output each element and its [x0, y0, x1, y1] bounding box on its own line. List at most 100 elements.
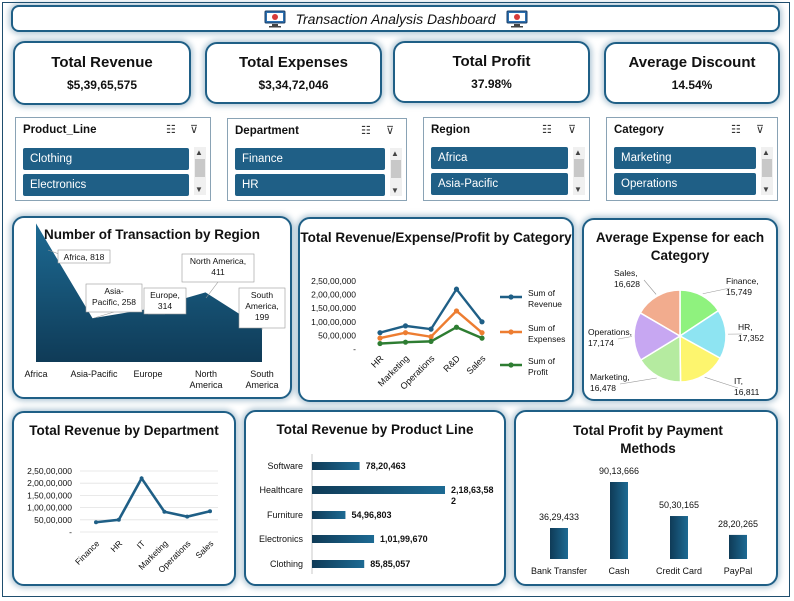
scrollbar[interactable]: ▲ ▼	[573, 147, 585, 195]
legend-marker	[508, 294, 514, 300]
bar	[312, 535, 375, 543]
chart-title: Number of Transaction by Region	[43, 227, 261, 242]
series-line	[379, 287, 483, 334]
chart-transactions-by-region: Number of Transaction by Region Africa As…	[12, 216, 292, 399]
scrollbar[interactable]: ▲ ▼	[194, 147, 206, 195]
y-tick-label: 2,00,00,000	[311, 290, 356, 300]
leader-line	[93, 311, 115, 319]
area-series	[36, 223, 262, 362]
scroll-down-icon[interactable]: ▼	[391, 186, 399, 195]
area-chart: Africa Asia-Pacific Europe North America Sout…	[24, 223, 286, 390]
data-point	[116, 517, 121, 522]
slicer-item[interactable]: Finance	[235, 148, 385, 170]
slicer-item[interactable]: Marketing	[614, 147, 756, 169]
chart-title: Total Profit by Payment Methods	[573, 423, 723, 456]
y-tick-label: Electronics	[259, 534, 304, 544]
multi-select-icon[interactable]: ☷	[166, 124, 176, 136]
x-tick-label: Europe	[133, 369, 162, 379]
leader-line	[205, 281, 219, 299]
chart-revenue-by-product-line: Total Revenue by Product Line Software 78…	[244, 410, 506, 586]
scroll-down-icon[interactable]: ▼	[762, 185, 770, 194]
data-label: Asia-Pacific, 258	[92, 286, 136, 307]
chart-title: Total Revenue/Expense/Profit by Category	[300, 230, 572, 245]
line-chart: 2,50,00,000 2,00,00,000 1,50,00,000 1,00,00…	[27, 466, 218, 575]
data-label-box	[143, 287, 187, 315]
x-tick-label: Bank Transfer	[531, 566, 587, 576]
data-label: 1,01,99,670	[380, 534, 428, 544]
slicer-product-line: Product_Line ☷ ⊽ Clothing Electronics ▲ ▼	[15, 117, 211, 201]
legend-label: Sum of Expenses	[528, 323, 565, 344]
multi-select-icon[interactable]: ☷	[731, 124, 741, 136]
data-point	[479, 319, 485, 325]
clear-filter-icon[interactable]: ⊽	[756, 124, 765, 136]
data-label: 90,13,666	[599, 466, 639, 476]
kpi-value: 14.54%	[671, 78, 713, 92]
data-point	[94, 520, 98, 525]
leader-line	[704, 376, 739, 389]
chart-title: Total Revenue by Product Line	[276, 422, 474, 437]
scroll-up-icon[interactable]: ▲	[391, 149, 399, 158]
scroll-down-icon[interactable]: ▼	[574, 185, 582, 194]
chart-profit-by-payment-method: Total Profit by Payment Methods 36,29,43…	[514, 410, 778, 586]
bar	[312, 560, 365, 568]
y-tick-label: 1,00,00,000	[311, 317, 356, 327]
kpi-label: Total Profit	[452, 53, 531, 70]
slicer-item[interactable]: Electronics	[23, 174, 189, 196]
chart-title: Total Revenue by Department	[29, 423, 219, 438]
pie-slice	[639, 334, 682, 383]
y-tick-label: 50,00,000	[318, 330, 356, 340]
clear-filter-icon[interactable]: ⊽	[386, 125, 395, 137]
leader-line	[643, 279, 657, 295]
slicer-item[interactable]: Operations	[614, 173, 756, 195]
kpi-total-revenue: Total Revenue $5,39,65,575	[13, 41, 191, 105]
slicer-item[interactable]: Asia-Pacific	[431, 173, 568, 195]
data-label: North America, 411	[190, 256, 246, 277]
data-point	[402, 330, 409, 336]
data-point	[377, 340, 383, 347]
chart-revenue-by-department: Total Revenue by Department 2,50,00,000 2…	[12, 411, 236, 586]
slicer-item[interactable]: Clothing	[23, 148, 189, 170]
leader-line	[617, 336, 633, 340]
clear-filter-icon[interactable]: ⊽	[568, 124, 577, 136]
y-tick-label: -	[353, 344, 356, 354]
slicer-item[interactable]: Africa	[431, 147, 568, 169]
y-tick-label: 2,50,00,000	[311, 276, 356, 286]
data-label: IT, 16,811	[734, 376, 760, 397]
data-label: 78,20,463	[366, 461, 406, 471]
y-tick-label: 50,00,000	[34, 515, 72, 525]
scroll-down-icon[interactable]: ▼	[195, 185, 203, 194]
data-label-box	[238, 287, 286, 329]
data-point	[479, 335, 485, 341]
kpi-label: Total Expenses	[239, 54, 348, 71]
data-label: 2,18,63,58 2	[451, 485, 494, 506]
data-point	[428, 338, 434, 344]
x-tick-label: South America	[245, 369, 278, 390]
kpi-value: $5,39,65,575	[66, 78, 138, 92]
scroll-up-icon[interactable]: ▲	[574, 148, 582, 157]
legend-marker	[508, 362, 514, 368]
scroll-up-icon[interactable]: ▲	[195, 148, 203, 157]
y-tick-label: Clothing	[270, 559, 303, 569]
x-tick-label: IT	[135, 538, 147, 550]
data-point	[428, 326, 434, 332]
scrollbar[interactable]: ▲ ▼	[761, 147, 773, 195]
kpi-label: Average Discount	[628, 54, 756, 71]
data-label: HR, 17,352	[738, 322, 764, 343]
kpi-value: $3,34,72,046	[258, 78, 329, 92]
multi-select-icon[interactable]: ☷	[542, 124, 552, 136]
chart-title: Average Expense for each Category	[595, 230, 765, 263]
scrollbar[interactable]: ▲ ▼	[390, 148, 402, 196]
data-label: Europe, 314	[150, 290, 180, 311]
y-tick-label: -	[69, 527, 72, 537]
data-label: South America, 199	[245, 290, 279, 322]
legend-label: Sum of Profit	[528, 356, 556, 377]
legend-label: Sum of Revenue	[528, 288, 562, 309]
legend-marker	[508, 329, 514, 335]
scroll-up-icon[interactable]: ▲	[762, 148, 770, 157]
clear-filter-icon[interactable]: ⊽	[190, 124, 199, 136]
bar-chart: Software 78,20,463 Healthcare 2,18,63,58 2 Fu…	[259, 454, 494, 574]
multi-select-icon[interactable]: ☷	[361, 125, 371, 137]
data-label: 50,30,165	[659, 500, 699, 510]
data-point	[377, 335, 383, 341]
slicer-item[interactable]: HR	[235, 174, 385, 196]
